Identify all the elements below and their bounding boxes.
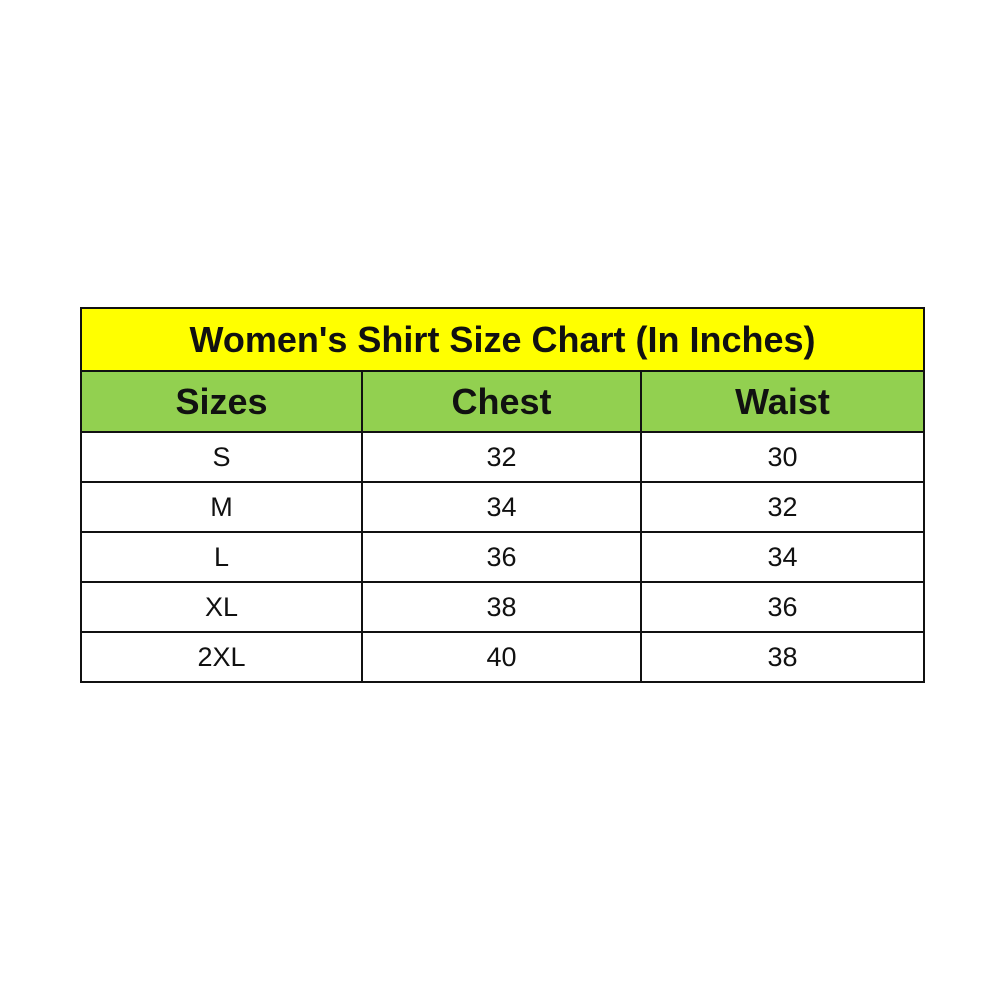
- waist-cell: 30: [639, 431, 926, 483]
- table-row: XL 38 36: [80, 581, 926, 633]
- table-title: Women's Shirt Size Chart (In Inches): [79, 307, 926, 372]
- size-cell: 2XL: [80, 631, 363, 683]
- header-row: Sizes Chest Waist: [80, 370, 926, 433]
- table-row: S 32 30: [80, 431, 926, 483]
- chest-cell: 34: [361, 481, 642, 533]
- waist-cell: 38: [639, 631, 926, 683]
- size-cell: XL: [80, 581, 363, 633]
- waist-cell: 36: [639, 581, 926, 633]
- header-chest: Chest: [361, 370, 642, 433]
- size-cell: M: [80, 481, 363, 533]
- table-row: L 36 34: [80, 531, 926, 583]
- chest-cell: 36: [361, 531, 642, 583]
- table-row: M 34 32: [80, 481, 926, 533]
- table-row: 2XL 40 38: [80, 631, 926, 683]
- size-chart-table: Women's Shirt Size Chart (In Inches) Siz…: [79, 307, 926, 683]
- waist-cell: 34: [639, 531, 926, 583]
- chest-cell: 38: [361, 581, 642, 633]
- size-cell: L: [80, 531, 363, 583]
- header-waist: Waist: [639, 370, 926, 433]
- waist-cell: 32: [639, 481, 926, 533]
- header-sizes: Sizes: [80, 370, 363, 433]
- chest-cell: 32: [361, 431, 642, 483]
- chest-cell: 40: [361, 631, 642, 683]
- size-cell: S: [80, 431, 363, 483]
